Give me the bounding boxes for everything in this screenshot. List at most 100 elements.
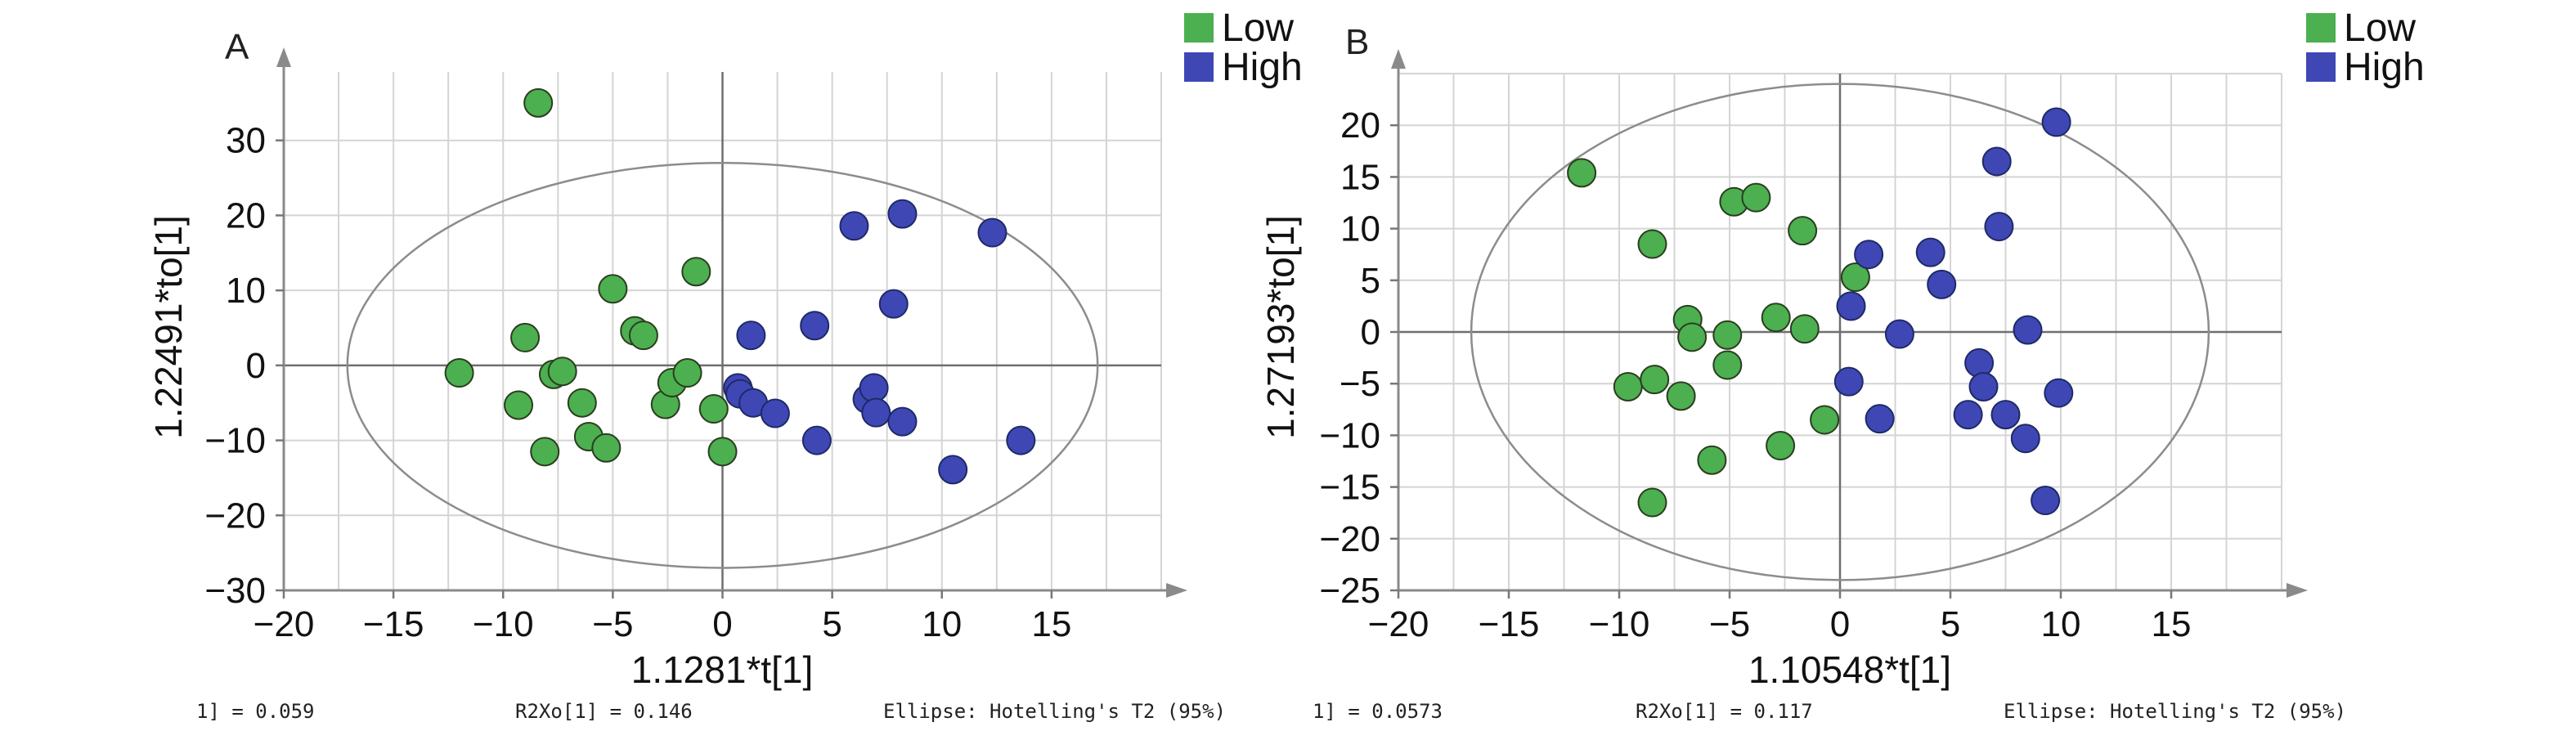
x-tick-label: −10	[473, 604, 534, 644]
y-tick-label: 30	[226, 121, 266, 161]
legend-label-low: Low	[1222, 7, 1294, 50]
x-tick-label: 10	[922, 604, 962, 644]
legend-swatch-high	[1184, 52, 1214, 82]
data-point-low	[598, 274, 628, 304]
data-point-high	[2044, 378, 2074, 408]
data-point-high	[2041, 107, 2071, 137]
data-point-low	[444, 358, 474, 388]
y-tick-label: −20	[1319, 519, 1380, 559]
data-point-high	[861, 397, 891, 428]
legend-label-high: High	[2344, 46, 2425, 89]
x-tick-label: −15	[1479, 604, 1540, 644]
data-point-low	[1637, 487, 1667, 518]
data-point-low	[1666, 381, 1696, 411]
panel-label: A	[225, 27, 249, 67]
data-point-high	[1884, 319, 1914, 349]
data-point-high	[800, 311, 830, 341]
data-point-low	[1741, 182, 1771, 213]
data-point-high	[887, 199, 918, 229]
data-point-high	[1915, 237, 1945, 267]
x-tick-label: −20	[1368, 604, 1429, 644]
x-tick-label: 5	[822, 604, 841, 644]
data-point-high	[1964, 348, 1995, 378]
y-tick-label: 10	[1340, 209, 1380, 249]
x-tick-label: −5	[592, 604, 633, 644]
x-axis-arrow	[1166, 583, 1187, 598]
y-tick-label: 5	[1361, 261, 1380, 301]
footer-text: R2Xo[1] = 0.146	[515, 700, 693, 723]
hotelling-ellipse	[346, 161, 1099, 569]
x-tick-label: 10	[2041, 604, 2081, 644]
data-point-low	[1640, 365, 1670, 395]
hotelling-ellipse	[1470, 83, 2210, 581]
x-tick-label: 15	[2152, 604, 2192, 644]
footer-text: 1] = 0.059	[196, 700, 315, 723]
footer-text: Ellipse: Hotelling's T2 (95%)	[2004, 700, 2346, 723]
series-low	[444, 87, 738, 467]
data-point-high	[938, 455, 968, 485]
data-point-low	[1789, 314, 1820, 344]
data-point-high	[839, 211, 869, 241]
x-tick-label: 0	[1830, 604, 1850, 644]
y-tick-label: 10	[226, 271, 266, 311]
data-point-low	[567, 388, 597, 418]
legend-label-low: Low	[2344, 7, 2416, 50]
data-point-low	[530, 437, 560, 467]
series-high	[1833, 107, 2074, 516]
y-tick-label: −10	[204, 421, 266, 461]
panel-label: B	[1345, 22, 1369, 62]
data-point-low	[591, 433, 622, 463]
data-point-low	[1567, 158, 1597, 188]
data-point-high	[1833, 366, 1864, 397]
legend-swatch-high	[2306, 52, 2336, 82]
data-point-high	[977, 218, 1008, 248]
data-point-low	[698, 394, 729, 424]
data-point-low	[1637, 229, 1667, 259]
data-point-low	[707, 437, 738, 467]
y-tick-label: −10	[1319, 415, 1380, 455]
y-tick-label: 0	[1361, 312, 1380, 352]
data-point-low	[1712, 320, 1743, 350]
data-point-high	[736, 321, 766, 351]
x-tick-label: 0	[712, 604, 732, 644]
data-point-high	[1865, 404, 1895, 434]
x-tick-label: −10	[1589, 604, 1650, 644]
series-low	[1567, 158, 1870, 518]
y-axis-title: 1.22491*to[1]	[147, 215, 190, 439]
y-tick-label: −30	[204, 571, 266, 611]
y-tick-label: 20	[1340, 105, 1380, 146]
x-tick-label: 5	[1941, 604, 1960, 644]
data-point-low	[1697, 445, 1727, 475]
data-point-high	[878, 289, 909, 319]
series-high	[723, 199, 1036, 485]
data-point-low	[1712, 350, 1743, 380]
x-tick-label: −5	[1709, 604, 1750, 644]
data-point-low	[523, 87, 554, 118]
y-axis-arrow	[1391, 49, 1406, 69]
data-point-high	[859, 373, 889, 403]
x-axis-title: 1.10548*t[1]	[1748, 648, 1951, 691]
data-point-high	[1981, 146, 2012, 177]
scatter-panel-a: −20 −15 −10 −5 0 5 10 15−30−20−1001020301.1281*…	[147, 7, 1303, 723]
data-point-high	[1854, 240, 1884, 270]
data-point-high	[1836, 291, 1866, 321]
data-point-high	[887, 406, 918, 437]
y-axis-title: 1.27193*to[1]	[1259, 215, 1302, 439]
data-point-high	[1984, 212, 2014, 242]
footer-text: R2Xo[1] = 0.117	[1636, 700, 1813, 723]
y-tick-label: −25	[1319, 571, 1380, 611]
y-tick-label: 0	[246, 346, 266, 386]
data-point-low	[681, 257, 711, 287]
x-tick-label: −15	[363, 604, 424, 644]
y-tick-label: 20	[226, 195, 266, 235]
y-tick-label: 15	[1340, 157, 1380, 197]
data-point-low	[510, 322, 541, 352]
legend-swatch-low	[2306, 13, 2336, 43]
data-point-high	[801, 425, 832, 455]
data-point-low	[1810, 405, 1840, 435]
data-point-high	[760, 398, 790, 428]
data-point-low	[1840, 262, 1870, 293]
data-point-low	[1788, 216, 1818, 246]
